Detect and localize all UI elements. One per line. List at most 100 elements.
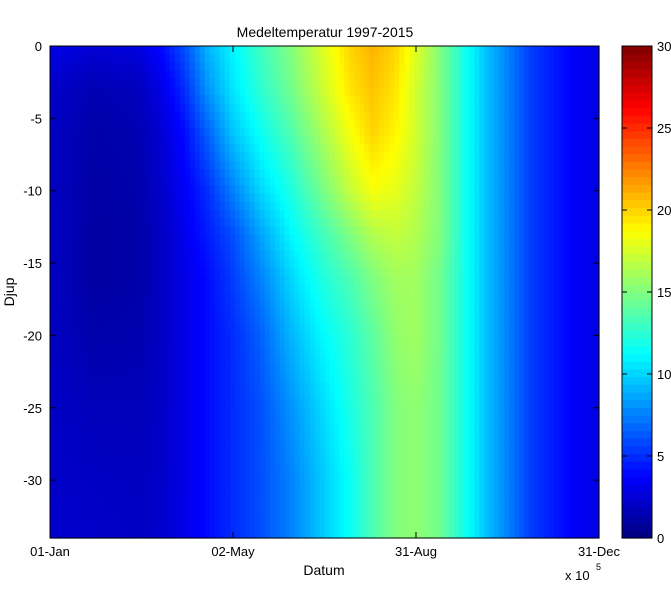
heatmap-cell	[59, 423, 66, 432]
heatmap-cell	[249, 95, 256, 104]
heatmap-cell	[434, 513, 440, 523]
heatmap-cell	[189, 472, 196, 482]
heatmap-cell	[189, 267, 196, 277]
heatmap-cell	[449, 497, 455, 506]
heatmap-cell	[459, 201, 465, 211]
heatmap-cell	[374, 169, 380, 178]
heatmap-cell	[239, 390, 246, 400]
heatmap-cell	[134, 423, 141, 432]
heatmap-cell	[50, 472, 56, 482]
heatmap-cell	[179, 365, 186, 375]
heatmap-cell	[249, 415, 256, 424]
heatmap-cell	[69, 439, 76, 449]
heatmap-cell	[319, 292, 326, 301]
heatmap-cell	[204, 374, 211, 383]
heatmap-cell	[144, 128, 151, 137]
heatmap-cell	[304, 341, 311, 350]
heatmap-cell	[149, 505, 156, 514]
heatmap-cell	[369, 78, 376, 88]
heatmap-cell	[114, 341, 121, 350]
heatmap-cell	[194, 365, 201, 375]
heatmap-cell	[204, 46, 211, 55]
heatmap-cell	[69, 251, 76, 260]
heatmap-cell	[79, 62, 86, 72]
heatmap-cell	[244, 152, 251, 162]
heatmap-cell	[239, 218, 246, 227]
heatmap-cell	[84, 365, 91, 375]
heatmap-cell	[219, 242, 226, 252]
heatmap-cell	[129, 357, 136, 367]
heatmap-cell	[359, 78, 366, 88]
heatmap-cell	[349, 431, 356, 441]
heatmap-cell	[179, 218, 186, 227]
heatmap-cell	[459, 456, 465, 465]
heatmap-cell	[174, 398, 181, 408]
heatmap-cell	[389, 103, 395, 113]
heatmap-cell	[184, 497, 191, 506]
heatmap-cell	[224, 480, 231, 490]
heatmap-cell	[139, 283, 146, 293]
heatmap-cell	[329, 513, 336, 523]
heatmap-cell	[84, 242, 91, 252]
heatmap-cell	[234, 144, 241, 154]
heatmap-cell	[104, 513, 111, 523]
heatmap-cell	[74, 333, 81, 342]
heatmap-cell	[189, 144, 196, 154]
heatmap-cell	[354, 78, 361, 88]
heatmap-cell	[364, 259, 371, 268]
heatmap-cell	[424, 382, 430, 391]
heatmap-cell	[459, 78, 465, 88]
heatmap-cell	[59, 119, 66, 129]
heatmap-cell	[249, 390, 256, 400]
heatmap-cell	[379, 111, 385, 121]
heatmap-cell	[319, 505, 326, 514]
heatmap-cell	[219, 488, 226, 498]
heatmap-cell	[439, 406, 445, 416]
heatmap-cell	[104, 423, 111, 432]
heatmap-cell	[89, 226, 96, 236]
heatmap-cell	[189, 160, 196, 170]
heatmap-cell	[369, 357, 376, 367]
heatmap-cell	[59, 185, 66, 195]
heatmap-cell	[139, 144, 146, 154]
heatmap-cell	[459, 521, 465, 531]
heatmap-cell	[69, 234, 76, 244]
heatmap-cell	[169, 456, 176, 465]
heatmap-cell	[219, 226, 226, 236]
heatmap-cell	[89, 349, 96, 359]
heatmap-cell	[54, 144, 61, 154]
heatmap-cell	[319, 488, 326, 498]
heatmap-cell	[344, 480, 351, 490]
heatmap-cell	[129, 275, 136, 285]
heatmap-cell	[114, 447, 121, 457]
heatmap-cell	[144, 169, 151, 178]
heatmap-cell	[254, 78, 261, 88]
heatmap-cell	[164, 267, 171, 277]
heatmap-cell	[349, 144, 356, 154]
heatmap-cell	[374, 283, 380, 293]
heatmap-cell	[369, 234, 376, 244]
heatmap-cell	[329, 488, 336, 498]
heatmap-cell	[239, 488, 246, 498]
heatmap-cell	[394, 185, 400, 195]
heatmap-cell	[299, 488, 306, 498]
heatmap-cell	[144, 78, 151, 88]
heatmap-cell	[169, 242, 176, 252]
heatmap-cell	[69, 111, 76, 121]
heatmap-cell	[424, 218, 430, 227]
heatmap-cell	[449, 464, 455, 473]
heatmap-cell	[264, 169, 271, 178]
heatmap-cell	[74, 169, 81, 178]
heatmap-cell	[359, 480, 366, 490]
heatmap-cell	[279, 54, 286, 63]
heatmap-cell	[99, 365, 106, 375]
heatmap-cell	[394, 497, 400, 506]
heatmap-cell	[334, 456, 341, 465]
heatmap-cell	[204, 513, 211, 523]
heatmap-cell	[189, 226, 196, 236]
heatmap-cell	[94, 185, 101, 195]
heatmap-cell	[184, 210, 191, 219]
heatmap-cell	[174, 324, 181, 334]
heatmap-cell	[164, 169, 171, 178]
heatmap-cell	[229, 472, 236, 482]
